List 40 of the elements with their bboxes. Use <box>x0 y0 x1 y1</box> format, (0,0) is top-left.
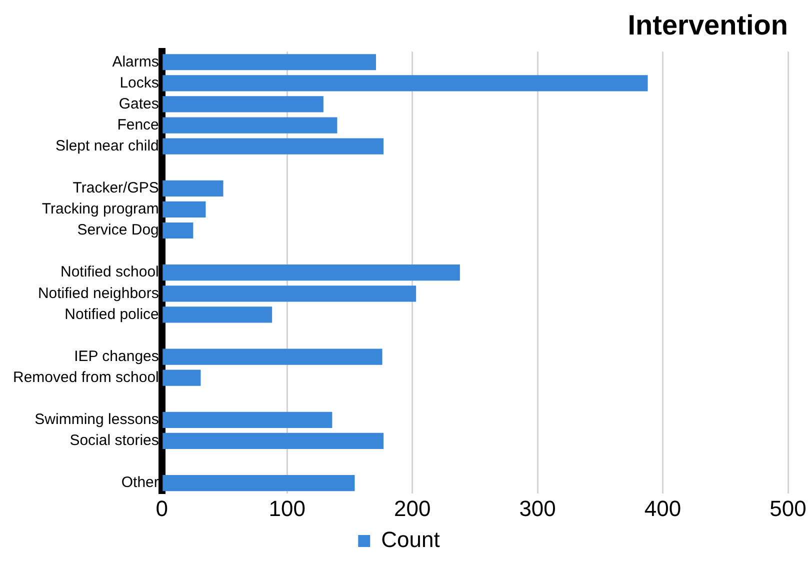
y-tick-label: Locks <box>120 74 159 92</box>
legend-label: Count <box>381 527 440 552</box>
x-tick-label: 0 <box>156 496 168 521</box>
x-tick-label: 200 <box>394 496 431 521</box>
bar <box>162 96 324 112</box>
x-tick-label: 300 <box>519 496 556 521</box>
bar <box>162 75 648 92</box>
y-tick-label: Slept near child <box>55 137 159 154</box>
y-tick-label: Notified school <box>60 264 159 281</box>
bar <box>162 117 338 134</box>
x-tick-label: 100 <box>268 496 306 521</box>
y-tick-label: Alarms <box>112 53 159 70</box>
y-tick-label: Tracking program <box>42 200 159 218</box>
bar <box>162 264 460 281</box>
bar <box>162 286 416 302</box>
y-tick-label: Social stories <box>70 432 159 450</box>
bar <box>162 138 384 154</box>
bar <box>162 412 332 428</box>
y-tick-label: Fence <box>117 116 159 134</box>
y-tick-label: Swimming lessons <box>34 411 159 428</box>
y-tick-label: Tracker/GPS <box>72 180 159 197</box>
y-tick-label: Notified police <box>64 306 159 323</box>
y-tick-label: Notified neighbors <box>38 284 159 302</box>
y-tick-label: IEP changes <box>74 348 159 365</box>
bar <box>162 54 376 70</box>
bar <box>162 180 224 196</box>
y-tick-label: Other <box>121 474 159 492</box>
x-tick-label: 400 <box>644 496 682 521</box>
bar <box>162 306 272 323</box>
bar <box>162 432 384 450</box>
y-tick-label: Removed from school <box>12 368 159 386</box>
bar <box>162 201 206 218</box>
bar <box>162 348 382 365</box>
bar <box>162 222 194 239</box>
bar <box>162 370 201 386</box>
x-tick-label: 500 <box>770 496 806 521</box>
chart-title: Intervention <box>628 10 788 41</box>
y-tick-label: Gates <box>118 95 159 112</box>
bar <box>162 475 355 492</box>
y-tick-label: Service Dog <box>77 222 159 239</box>
